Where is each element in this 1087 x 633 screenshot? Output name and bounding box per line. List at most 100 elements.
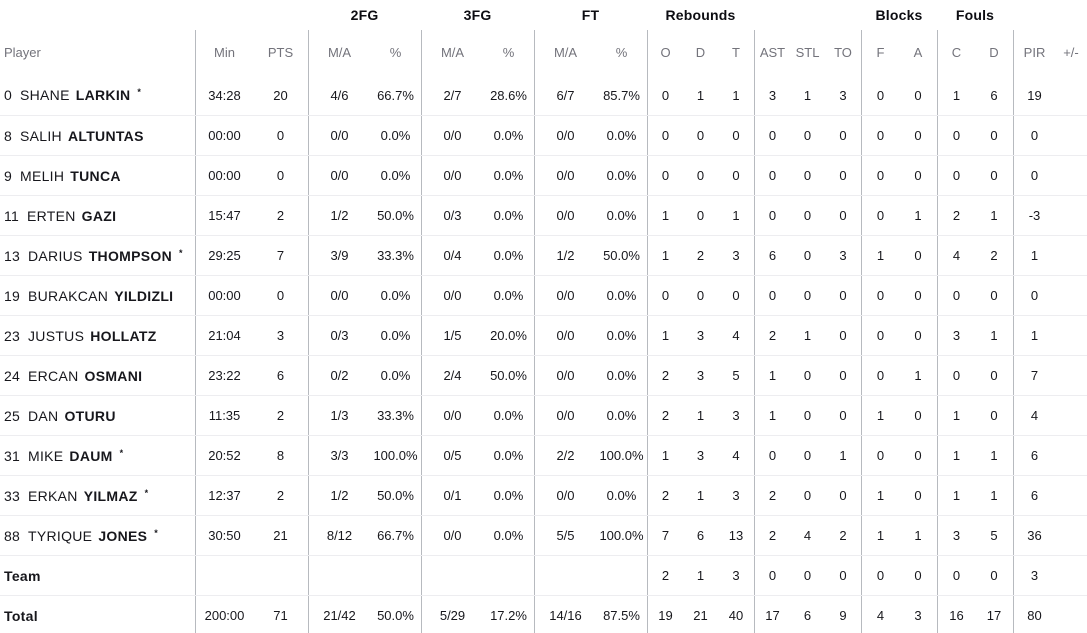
3fg-made-att-cell: 0/5 bbox=[421, 436, 483, 475]
3fg-pct-cell: 0.0% bbox=[493, 128, 524, 143]
fouls-committed-cell: 2 bbox=[937, 196, 975, 235]
plus-minus-cell bbox=[1055, 596, 1087, 633]
player-name: SALIH ALTUNTAS bbox=[20, 128, 144, 144]
player-last-name: THOMPSON bbox=[88, 247, 172, 264]
column-header-row: Player Min PTS M/A % M/A % M/A % O D T A… bbox=[0, 30, 1087, 75]
steals-cell: 4 bbox=[803, 528, 812, 543]
blocks-against-cell: 1 bbox=[914, 208, 922, 223]
steals-cell: 0 bbox=[803, 568, 812, 583]
player-first-name: DARIUS bbox=[27, 247, 83, 264]
player-first-name: MIKE bbox=[27, 447, 64, 464]
header-turnovers: TO bbox=[834, 45, 852, 60]
ft-made-att-cell: 6/7 bbox=[534, 75, 596, 115]
header-plus-minus: +/- bbox=[1063, 45, 1079, 60]
3fg-pct-cell: 20.0% bbox=[490, 328, 527, 343]
player-first-name: ERKAN bbox=[27, 487, 78, 504]
group-label-3fg: 3FG bbox=[463, 7, 492, 23]
2fg-pct-cell: 100.0% bbox=[373, 448, 418, 463]
header-fouls-drawn: D bbox=[989, 45, 999, 60]
fouls-drawn-cell: 0 bbox=[990, 368, 998, 383]
plus-minus-cell bbox=[1055, 356, 1087, 395]
3fg-pct-cell: 0.0% bbox=[493, 408, 524, 423]
reb-offensive-cell: 1 bbox=[647, 236, 683, 275]
blocks-against-cell: 0 bbox=[914, 128, 922, 143]
assists-cell: 2 bbox=[754, 516, 790, 555]
2fg-made-att-cell: 0/2 bbox=[308, 356, 370, 395]
reb-total-cell: 3 bbox=[732, 408, 740, 423]
header-reb-defensive: D bbox=[695, 45, 706, 60]
player-name: MELIH TUNCA bbox=[20, 168, 121, 184]
reb-offensive-cell: 0 bbox=[647, 276, 683, 315]
turnovers-cell: 0 bbox=[839, 128, 847, 143]
reb-total-cell: 0 bbox=[732, 288, 740, 303]
blocks-against-cell: 0 bbox=[914, 328, 922, 343]
assists-cell: 2 bbox=[754, 316, 790, 355]
reb-total-cell: 3 bbox=[732, 568, 740, 583]
reb-defensive-cell: 1 bbox=[696, 488, 705, 503]
3fg-pct-cell: 0.0% bbox=[493, 208, 524, 223]
group-label-blocks: Blocks bbox=[875, 7, 923, 23]
plus-minus-cell bbox=[1055, 276, 1087, 315]
reb-total-cell: 1 bbox=[732, 87, 740, 103]
pir-cell: 0 bbox=[1013, 116, 1055, 155]
ft-made-att-cell: 2/2 bbox=[534, 436, 596, 475]
fouls-drawn-cell: 2 bbox=[990, 248, 998, 263]
fouls-committed-cell: 1 bbox=[937, 476, 975, 515]
header-steals: STL bbox=[795, 45, 820, 60]
2fg-pct-cell: 50.0% bbox=[377, 208, 414, 223]
2fg-made-att-cell: 0/0 bbox=[308, 116, 370, 155]
table-row: 31 MIKE DAUM * 20:52 8 3/3 100.0% 0/5 0.0%… bbox=[0, 435, 1087, 475]
table-row: 23 JUSTUS HOLLATZ 21:04 3 0/3 0.0% 1/5 20… bbox=[0, 315, 1087, 355]
2fg-made-att-cell: 0/0 bbox=[308, 156, 370, 195]
3fg-made-att-cell: 0/0 bbox=[421, 116, 483, 155]
2fg-made-att-cell: 0/3 bbox=[308, 316, 370, 355]
plus-minus-cell bbox=[1055, 196, 1087, 235]
reb-defensive-cell: 0 bbox=[696, 128, 705, 143]
blocks-for-cell: 0 bbox=[861, 556, 899, 595]
table-row: 19 BURAKCAN YILDIZLI 00:00 0 0/0 0.0% 0/0… bbox=[0, 275, 1087, 315]
fouls-committed-cell: 0 bbox=[937, 276, 975, 315]
2fg-pct-cell: 50.0% bbox=[377, 608, 414, 623]
jersey-number: 31 bbox=[4, 447, 20, 464]
player-first-name: SHANE bbox=[20, 87, 70, 103]
reb-offensive-cell: 1 bbox=[647, 436, 683, 475]
plus-minus-cell bbox=[1055, 396, 1087, 435]
turnovers-cell: 0 bbox=[839, 368, 847, 383]
player-name: TYRIQUE JONES * bbox=[28, 528, 158, 544]
2fg-made-att-cell: 3/3 bbox=[308, 436, 370, 475]
2fg-pct-cell bbox=[370, 556, 421, 595]
table-row: 0 SHANE LARKIN * 34:28 20 4/6 66.7% 2/7 28… bbox=[0, 75, 1087, 115]
fouls-drawn-cell: 1 bbox=[990, 328, 998, 343]
header-reb-offensive: O bbox=[647, 30, 683, 75]
assists-cell: 0 bbox=[754, 156, 790, 195]
turnovers-cell: 9 bbox=[839, 608, 847, 623]
pir-cell: 4 bbox=[1013, 396, 1055, 435]
pir-cell: 6 bbox=[1013, 476, 1055, 515]
minutes-cell: 00:00 bbox=[195, 156, 253, 195]
turnovers-cell: 0 bbox=[839, 328, 847, 343]
player-last-name: OTURU bbox=[64, 407, 116, 424]
table-row: 25 DAN OTURU 11:35 2 1/3 33.3% 0/0 0.0% 0… bbox=[0, 395, 1087, 435]
fouls-committed-cell: 1 bbox=[937, 75, 975, 115]
3fg-made-att-cell: 1/5 bbox=[421, 316, 483, 355]
2fg-pct-cell: 33.3% bbox=[377, 248, 414, 263]
fouls-drawn-cell: 0 bbox=[990, 128, 998, 143]
blocks-against-cell: 0 bbox=[914, 408, 922, 423]
2fg-made-att-cell: 1/2 bbox=[308, 196, 370, 235]
header-fouls-committed: C bbox=[937, 30, 975, 75]
blocks-against-cell: 1 bbox=[914, 528, 922, 543]
player-first-name: JUSTUS bbox=[27, 327, 85, 344]
ft-made-att-cell bbox=[534, 556, 596, 595]
player-name: ERCAN OSMANI bbox=[28, 368, 142, 384]
minutes-cell: 15:47 bbox=[195, 196, 253, 235]
steals-cell: 0 bbox=[803, 448, 812, 463]
3fg-pct-cell: 0.0% bbox=[493, 448, 524, 463]
minutes-cell: 21:04 bbox=[195, 316, 253, 355]
player-name: Total bbox=[4, 608, 38, 624]
minutes-cell: 29:25 bbox=[195, 236, 253, 275]
ft-pct-cell: 0.0% bbox=[606, 488, 637, 503]
ft-made-att-cell: 0/0 bbox=[534, 356, 596, 395]
pir-cell: 3 bbox=[1013, 556, 1055, 595]
group-label-ft: FT bbox=[581, 7, 600, 23]
points-cell: 7 bbox=[276, 248, 285, 263]
